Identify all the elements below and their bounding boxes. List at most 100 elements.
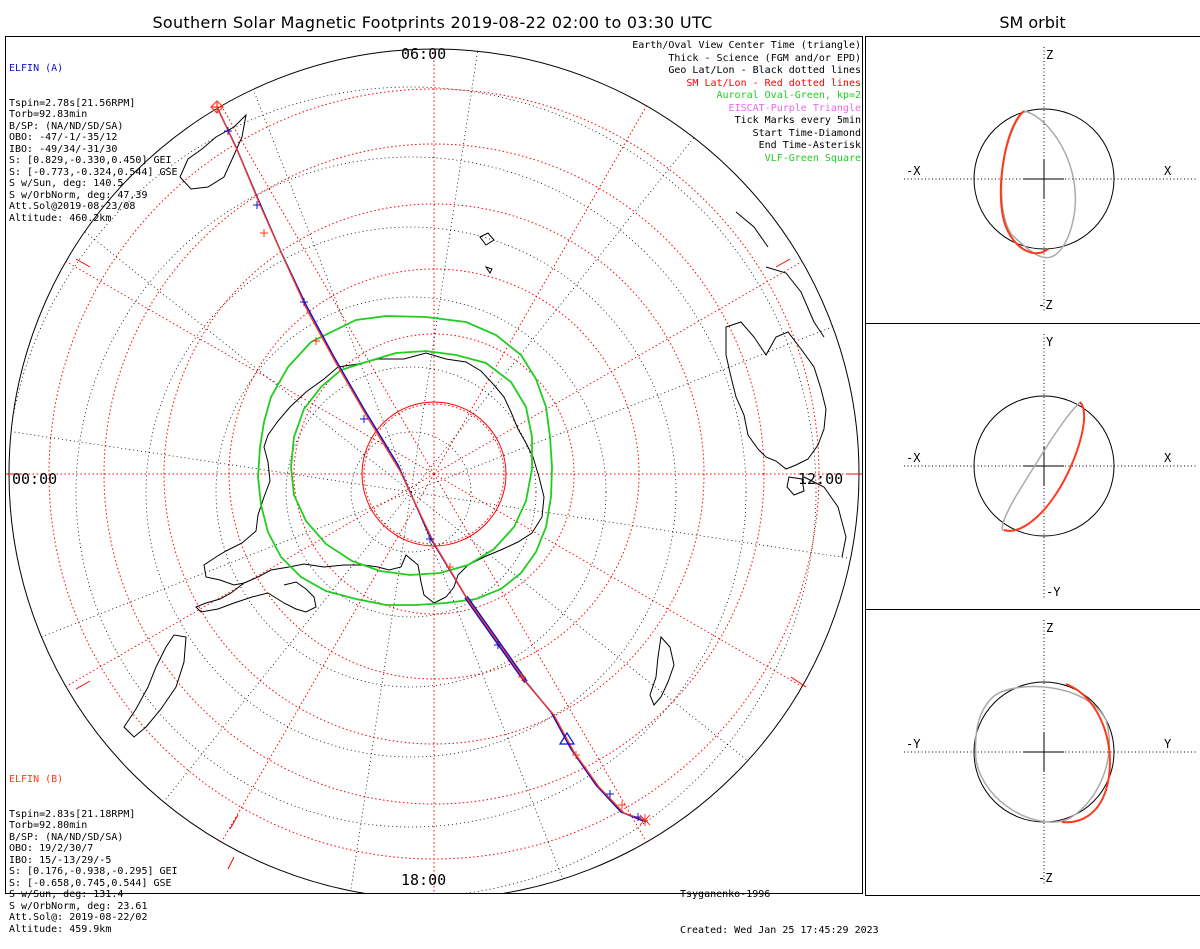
legend-entry: Auroral Oval-Green, kp=2: [716, 90, 862, 101]
elfin-b-line: S w/Sun, deg: 131.4: [9, 889, 124, 900]
orbit-xz-left: -X: [906, 164, 921, 178]
elfin-b-name: ELFIN (B): [9, 774, 64, 785]
sm-lon-line: [213, 473, 435, 856]
auroral-oval-outer: [257, 315, 553, 606]
orbit-a-xy: [1001, 401, 1081, 531]
east-edge-coast: [803, 476, 847, 558]
geo-lat-circle: [285, 366, 537, 618]
geo-lat-circle: [145, 226, 677, 758]
elfin-a-line: OBO: -47/-1/-35/12: [9, 132, 118, 143]
africa-coastline: [179, 113, 247, 190]
sm-lon-line: [433, 253, 816, 475]
elfin-a-track: [215, 104, 647, 823]
tick-marks-b: [260, 229, 626, 809]
orbit-b-yz: [1061, 683, 1111, 824]
orbit-xy-plot: Y -Y -X X: [904, 334, 1196, 600]
elfin-a-line: S w/Sun, deg: 140.5: [9, 178, 124, 189]
geo-lon-line: [9, 422, 412, 493]
orbit-yz-bottom: -Z: [1038, 871, 1052, 885]
elfin-a-line: Torb=92.83min: [9, 109, 88, 120]
elfin-a-info: ELFIN (A) Tspin=2.78s[21.56RPM] Torb=92.8…: [9, 40, 178, 236]
sm-lat-circle: [163, 203, 705, 745]
polar-map: 06:00 00:00 12:00 18:00: [6, 45, 862, 900]
legend-entry: Start Time-Diamond: [752, 127, 861, 139]
sm-lon-line: [433, 473, 655, 856]
tasmania-coastline: [786, 476, 805, 496]
sm-lon-line: [213, 92, 435, 475]
elfin-b-track: [217, 108, 649, 822]
orbit-yz-plot: Z -Z -Y Y: [904, 620, 1196, 886]
credit: Tsyganenko-1996 Created: Wed Jan 25 17:4…: [680, 865, 879, 949]
sm-lat-circle: [103, 143, 765, 805]
elfin-a-line: Tspin=2.78s[21.56RPM]: [9, 97, 136, 109]
orbit-panel-xz: Z -Z -X X: [865, 36, 1200, 324]
orbit-yz-right: Y: [1164, 737, 1172, 751]
australia-coastline: [725, 321, 827, 470]
clock-label-12: 12:00: [798, 470, 843, 488]
geo-lat-circle: [75, 156, 747, 828]
sm-lon-line: [52, 253, 435, 475]
elfin-a-name: ELFIN (A): [9, 63, 64, 74]
legend-entry: SM Lat/Lon - Red dotted lines: [686, 77, 861, 89]
elfin-a-line: S: [-0.773,-0.324,0.544] GSE: [9, 166, 178, 178]
geo-lon-line: [123, 491, 412, 852]
end-marker: [639, 814, 651, 826]
legend-entry: End Time-Asterisk: [758, 140, 861, 151]
elfin-b-line: S w/OrbNorm, deg: 23.61: [9, 900, 148, 912]
antarctic-peninsula: [195, 581, 317, 613]
legend-entry: EISCAT-Purple Triangle: [728, 102, 861, 114]
elfin-b-info: ELFIN (B) Tspin=2.83s[21.18RPM] Torb=92.8…: [9, 751, 178, 947]
geo-lon-line: [410, 491, 771, 780]
legend: Earth/Oval View Center Time (triangle) Th…: [632, 40, 861, 165]
elfin-a-line: S w/OrbNorm, deg: 47.39: [9, 189, 148, 201]
plot-title: Southern Solar Magnetic Footprints 2019-…: [152, 13, 713, 32]
orbit-b-xz: [999, 110, 1049, 255]
elfin-a-line: IBO: -49/34/-31/30: [9, 143, 118, 155]
elfin-a-line: Att.Sol@2019-08-23/08: [9, 201, 136, 212]
elfin-b-line: Altitude: 459.9km: [9, 923, 112, 935]
sm-lon-line: [433, 473, 816, 695]
geo-lon-line: [51, 204, 412, 493]
geo-lon-line: [341, 491, 412, 899]
orbit-xz-plot: Z -Z -X X: [904, 47, 1196, 313]
new-zealand-coastline: [649, 635, 675, 706]
elfin-a-lines: Tspin=2.78s[21.56RPM] Torb=92.83min B/SP: …: [9, 98, 178, 225]
credit-model: Tsyganenko-1996: [680, 889, 771, 900]
orbit-xz-right: X: [1164, 164, 1172, 178]
elfin-b-line: IBO: 15/-13/29/-5: [9, 854, 112, 866]
legend-entry: VLF-Green Square: [764, 152, 861, 164]
orbit-xy-left: -X: [906, 451, 921, 465]
elfin-b-line: B/SP: (NA/ND/SD/SA): [9, 831, 124, 843]
elfin-a-line: B/SP: (NA/ND/SD/SA): [9, 120, 124, 132]
orbit-yz-top: Z: [1046, 621, 1053, 635]
legend-entry: Geo Lat/Lon - Black dotted lines: [668, 65, 861, 76]
orbit-xy-bottom: -Y: [1046, 585, 1061, 599]
geo-lon-line: [410, 132, 699, 493]
geo-lon-line: [410, 323, 840, 493]
elfin-b-line: S: [-0.658,0.745,0.544] GSE: [9, 877, 172, 889]
geo-lat-circle: [350, 431, 472, 553]
orbit-yz-left: -Y: [906, 737, 921, 751]
geo-lat-circle: [215, 296, 607, 688]
south-america-coastline: [123, 634, 187, 738]
credit-created: Created: Wed Jan 25 17:45:29 2023: [680, 925, 879, 936]
clock-label-06: 06:00: [401, 45, 446, 63]
elfin-b-line: Att.Sol@: 2019-08-22/02: [9, 912, 148, 923]
orbit-panel-xy: Y -Y -X X: [865, 323, 1200, 610]
orbit-b-xy: [1003, 401, 1086, 532]
clock-label-18: 18:00: [401, 871, 446, 889]
elfin-b-line: OBO: 19/2/30/7: [9, 843, 94, 854]
orbit-a-xz: [1000, 110, 1077, 259]
island-fragments: [479, 211, 825, 338]
tick-marks: [224, 127, 642, 821]
geo-lon-line: [410, 491, 859, 562]
view-center-triangle: [558, 731, 576, 745]
antarctica-coastline: [203, 352, 545, 604]
legend-entry: Tick Marks every 5min: [734, 115, 861, 126]
elfin-b-line: Torb=92.80min: [9, 820, 88, 831]
orbit-panel-yz: Z -Z -Y Y: [865, 609, 1200, 896]
sm-lat-circle: [363, 403, 505, 545]
outer-tick-marks: [6, 258, 862, 870]
orbit-title: SM orbit: [999, 13, 1066, 32]
orbit-xy-top: Y: [1046, 335, 1054, 349]
